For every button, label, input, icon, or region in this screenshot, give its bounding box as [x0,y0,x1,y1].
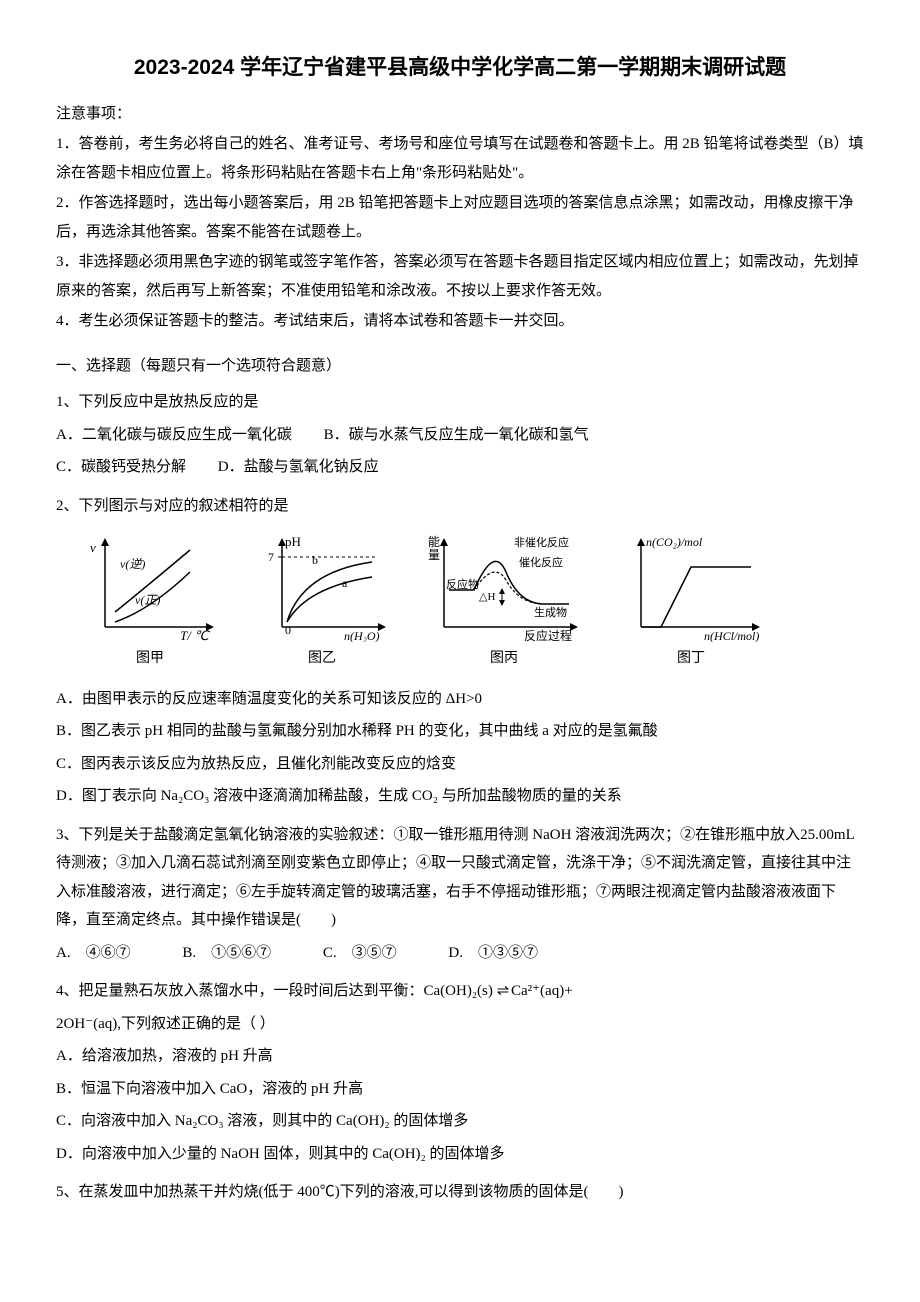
q3-option-d: D. ①③⑤⑦ [448,939,538,968]
question-3: 3、下列是关于盐酸滴定氢氧化钠溶液的实验叙述：①取一锥形瓶用待测 NaOH 溶液… [56,821,864,968]
question-2: 2、下列图示与对应的叙述相符的是 v T/ ℃ v(逆) v(正) 图甲 [56,492,864,811]
q5-stem: 5、在蒸发皿中加热蒸干并灼烧(低于 400℃)下列的溶液,可以得到该物质的固体是… [56,1178,864,1207]
q4-option-a: A．给溶液加热，溶液的 pH 升高 [56,1042,864,1071]
axis-label-ph: pH [285,534,301,549]
q2-stem: 2、下列图示与对应的叙述相符的是 [56,492,864,521]
curve-label-vni: v(逆) [120,557,145,571]
label-noncat: 非催化反应 [514,535,569,549]
question-5: 5、在蒸发皿中加热蒸干并灼烧(低于 400℃)下列的溶液,可以得到该物质的固体是… [56,1178,864,1207]
section-header: 一、选择题（每题只有一个选项符合题意） [56,352,864,381]
figure-ding: n(CO₂)/mol n(HCl/mol) 图丁 [616,532,766,673]
axis-label-energy: 能 [428,535,440,549]
chart-jia: v T/ ℃ v(逆) v(正) [80,532,220,642]
curve-label-a: a [342,576,348,590]
q4-option-d: D．向溶液中加入少量的 NaOH 固体，则其中的 Ca(OH)₂ 的固体增多 [56,1140,864,1169]
instruction-item: 3．非选择题必须用黑色字迹的钢笔或签字笔作答，答案必须写在答题卡各题目指定区域内… [56,248,864,305]
q1-option-c: C．碳酸钙受热分解 [56,453,186,482]
q4-stem-line2: 2OH⁻(aq),下列叙述正确的是（ ） [56,1010,864,1039]
caption-bing: 图丙 [490,646,518,673]
q1-option-d: D．盐酸与氢氧化钠反应 [218,453,379,482]
q2-option-b: B．图乙表示 pH 相同的盐酸与氢氟酸分别加水稀释 PH 的变化，其中曲线 a … [56,717,864,746]
label-reactant: 反应物 [446,577,479,591]
chart-bing: 能 量 反应过程 非催化反应 催化反应 反应物 △H 生成物 [424,532,584,642]
q1-stem: 1、下列反应中是放热反应的是 [56,388,864,417]
q2-option-a: A．由图甲表示的反应速率随温度变化的关系可知该反应的 ΔH>0 [56,685,864,714]
axis-label-energy2: 量 [428,548,440,562]
axis-label-t: T/ ℃ [180,628,210,642]
q1-option-b: B．碳与水蒸气反应生成一氧化碳和氢气 [324,421,589,450]
q4-stem-post: Ca²⁺(aq)+ [511,983,573,999]
chart-ding: n(CO₂)/mol n(HCl/mol) [616,532,766,642]
curve-label-b: b [312,553,318,567]
axis-label-nco2: n(CO₂)/mol [646,535,703,549]
axis-label-nhcl: n(HCl/mol) [704,629,759,642]
caption-yi: 图乙 [308,646,336,673]
axis-label-process: 反应过程 [524,628,572,642]
q3-option-a: A. ④⑥⑦ [56,939,131,968]
axis-label-nh2o: n(H₂O) [344,629,380,642]
q3-option-b: B. ①⑤⑥⑦ [182,939,271,968]
figures-row: v T/ ℃ v(逆) v(正) 图甲 pH n(H₂O) 7 0 [80,532,864,673]
instruction-item: 1．答卷前，考生务必将自己的姓名、准考证号、考场号和座位号填写在试题卷和答题卡上… [56,130,864,187]
q1-option-a: A．二氧化碳与碳反应生成一氧化碳 [56,421,292,450]
caption-jia: 图甲 [136,646,164,673]
axis-label-v: v [90,540,96,555]
instruction-item: 4．考生必须保证答题卡的整洁。考试结束后，请将本试卷和答题卡一并交回。 [56,307,864,336]
q3-stem: 3、下列是关于盐酸滴定氢氧化钠溶液的实验叙述：①取一锥形瓶用待测 NaOH 溶液… [56,821,864,935]
chart-yi: pH n(H₂O) 7 0 b a [252,532,392,642]
q3-option-c: C. ③⑤⑦ [323,939,397,968]
q4-stem-pre: 4、把足量熟石灰放入蒸馏水中，一段时间后达到平衡：Ca(OH)₂(s) [56,983,493,999]
question-4: 4、把足量熟石灰放入蒸馏水中，一段时间后达到平衡：Ca(OH)₂(s) ⇌ Ca… [56,977,864,1168]
exam-title: 2023-2024 学年辽宁省建平县高级中学化学高二第一学期期末调研试题 [56,48,864,88]
figure-jia: v T/ ℃ v(逆) v(正) 图甲 [80,532,220,673]
equilibrium-arrow-icon: ⇌ [497,983,508,999]
figure-bing: 能 量 反应过程 非催化反应 催化反应 反应物 △H 生成物 图丙 [424,532,584,673]
q4-stem: 4、把足量熟石灰放入蒸馏水中，一段时间后达到平衡：Ca(OH)₂(s) ⇌ Ca… [56,977,864,1006]
caption-ding: 图丁 [677,646,705,673]
label-dh: △H [479,591,495,603]
label-product: 生成物 [534,605,567,619]
figure-yi: pH n(H₂O) 7 0 b a 图乙 [252,532,392,673]
q4-option-b: B．恒温下向溶液中加入 CaO，溶液的 pH 升高 [56,1075,864,1104]
curve-label-vzheng: v(正) [135,593,160,607]
q2-option-d: D．图丁表示向 Na₂CO₃ 溶液中逐滴滴加稀盐酸，生成 CO₂ 与所加盐酸物质… [56,782,864,811]
instructions-header: 注意事项： [56,100,864,129]
question-1: 1、下列反应中是放热反应的是 A．二氧化碳与碳反应生成一氧化碳 B．碳与水蒸气反… [56,388,864,482]
instructions-block: 注意事项： 1．答卷前，考生务必将自己的姓名、准考证号、考场号和座位号填写在试题… [56,100,864,336]
q2-option-c: C．图丙表示该反应为放热反应，且催化剂能改变反应的焓变 [56,750,864,779]
label-cat: 催化反应 [519,555,563,569]
instruction-item: 2．作答选择题时，选出每小题答案后，用 2B 铅笔把答题卡上对应题目选项的答案信… [56,189,864,246]
q4-option-c: C．向溶液中加入 Na₂CO₃ 溶液，则其中的 Ca(OH)₂ 的固体增多 [56,1107,864,1136]
origin-zero: 0 [285,623,291,637]
tick-7: 7 [268,550,274,564]
